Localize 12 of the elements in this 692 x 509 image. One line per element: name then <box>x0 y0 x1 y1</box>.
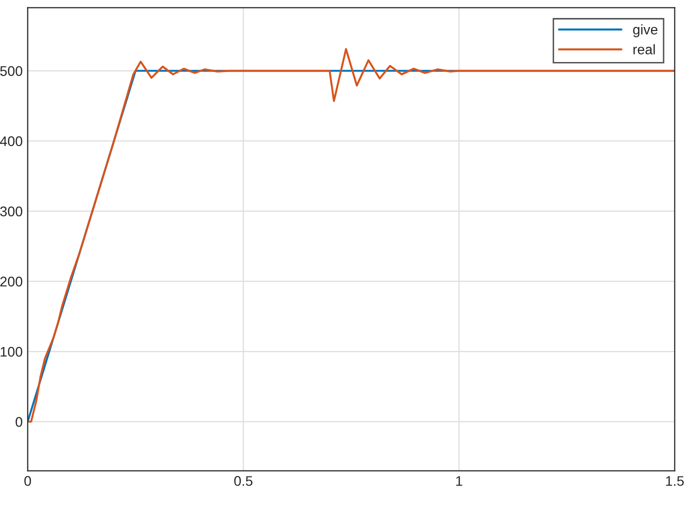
y-tick-label: 200 <box>0 276 22 287</box>
y-tick-label: 400 <box>0 136 22 146</box>
x-tick-label: 0.5 <box>234 476 252 486</box>
legend-label: real <box>633 44 655 54</box>
x-tick-label: 1.5 <box>666 476 684 486</box>
y-tick-label: 100 <box>0 346 22 357</box>
legend-label: give <box>633 24 658 38</box>
x-tick-label: 0 <box>24 476 31 486</box>
y-tick-label: 0 <box>16 417 22 427</box>
y-tick-label: 300 <box>0 206 22 216</box>
y-tick-label: 500 <box>0 66 22 76</box>
x-tick-label: 1 <box>456 476 462 486</box>
